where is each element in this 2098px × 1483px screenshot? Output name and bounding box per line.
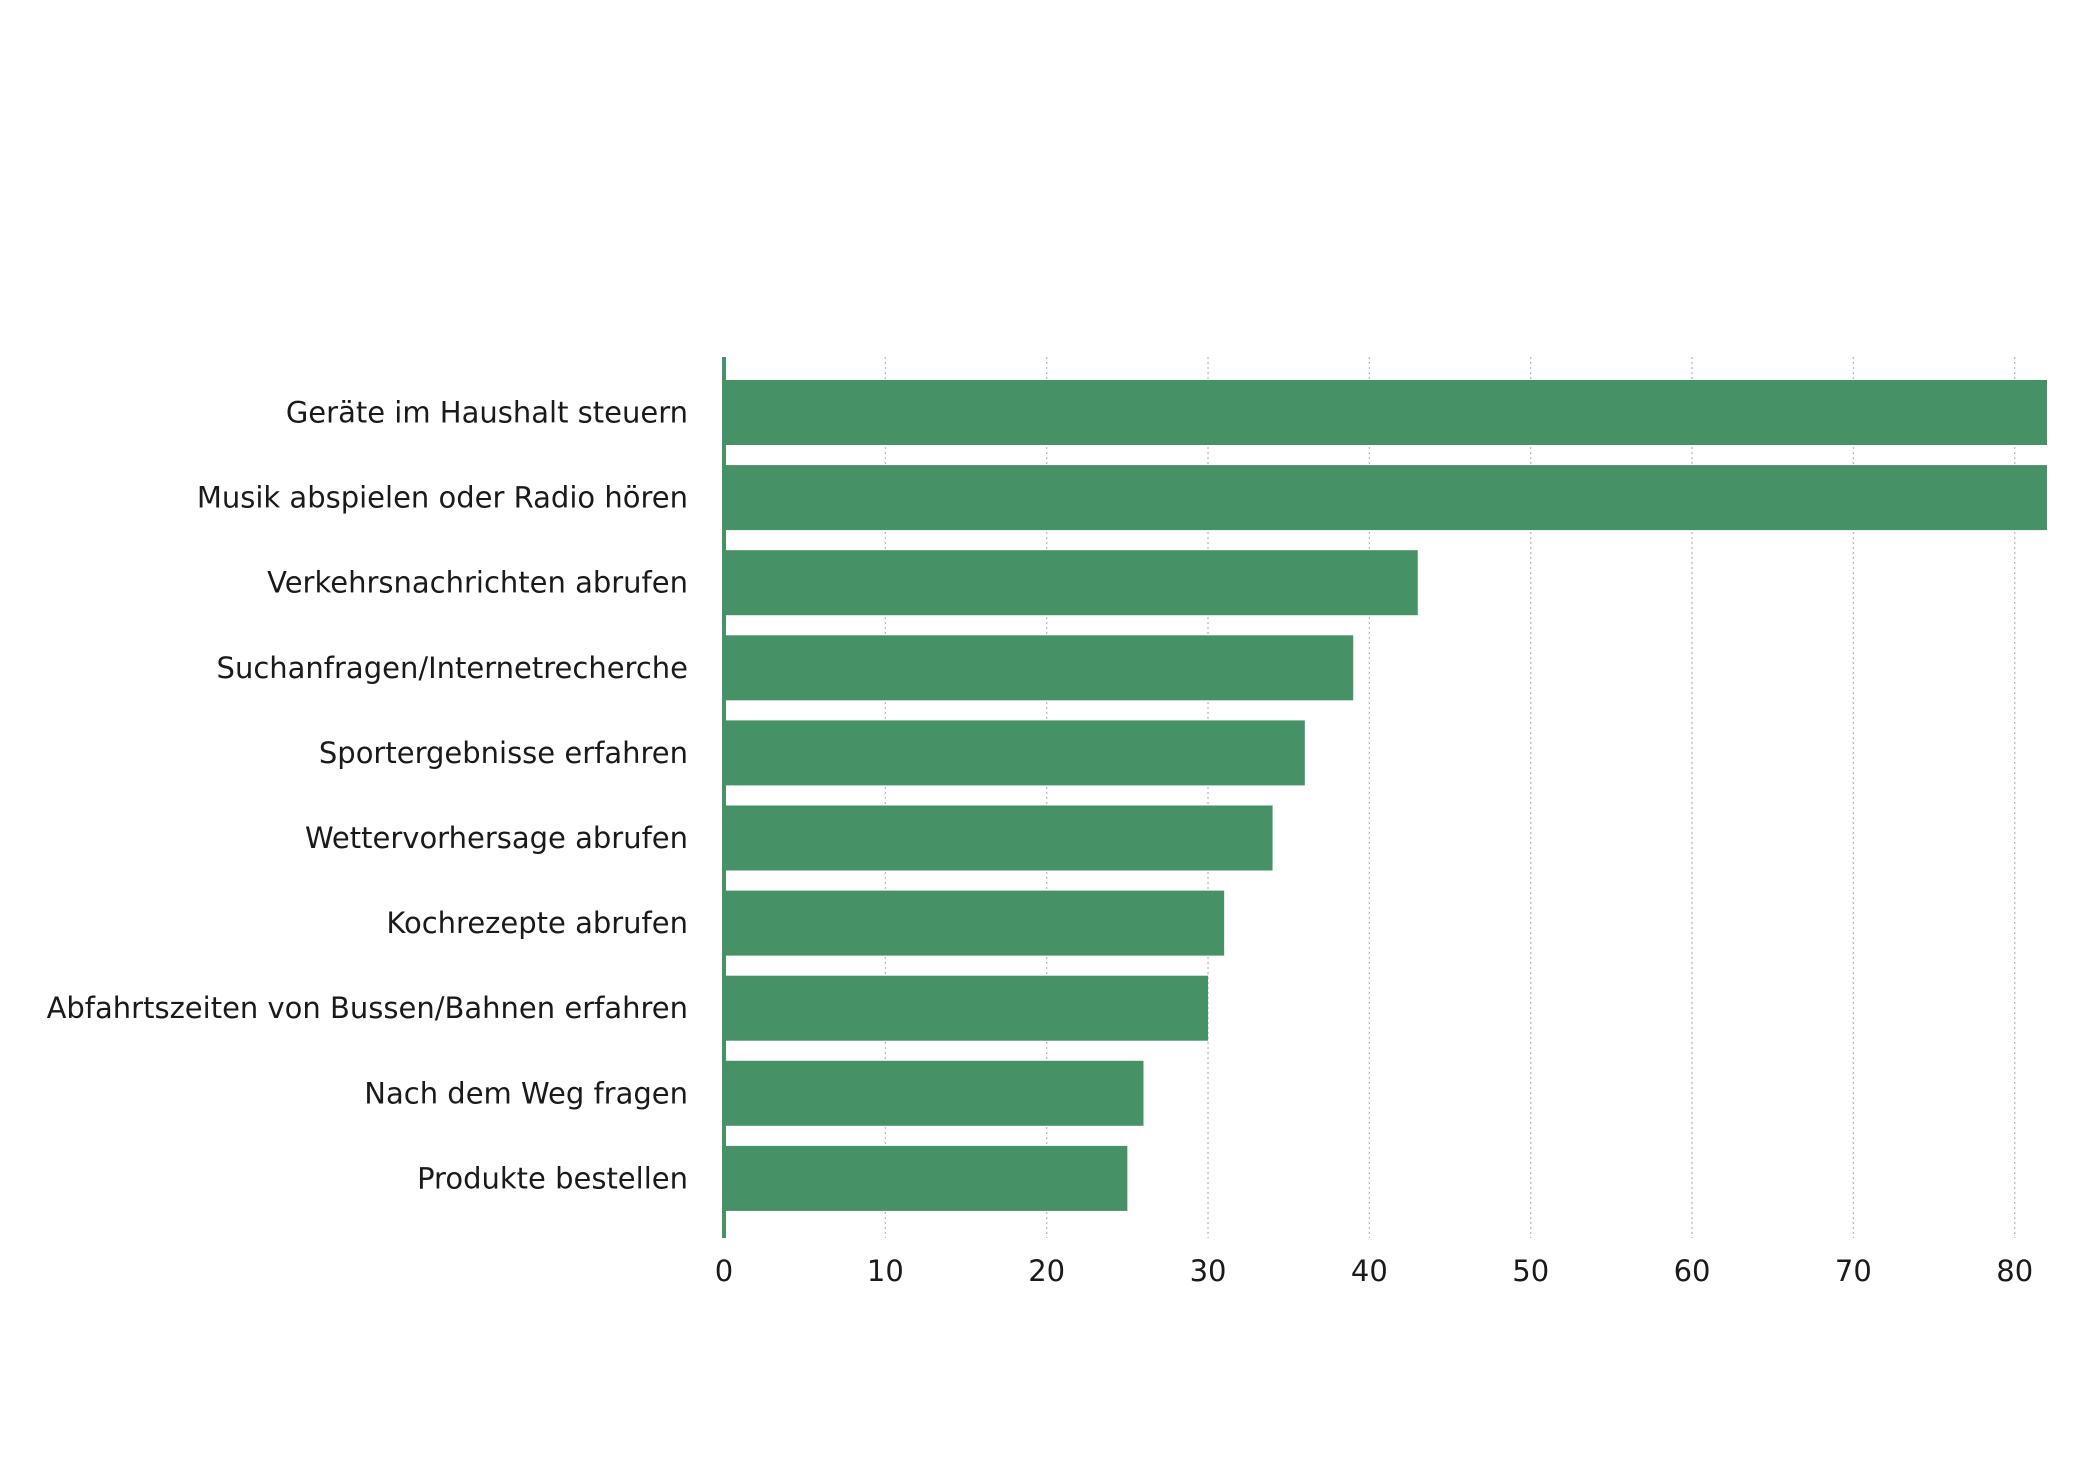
x-tick-label: 10 [867, 1254, 904, 1288]
y-tick-label: Nach dem Weg fragen [364, 1076, 688, 1110]
x-tick-label: 0 [715, 1254, 733, 1288]
y-tick-label: Produkte bestellen [417, 1161, 688, 1195]
y-tick-label: Geräte im Haushalt steuern [286, 396, 688, 430]
y-tick-label: Suchanfragen/Internetrecherche [217, 651, 688, 685]
bar [724, 1145, 1128, 1211]
x-tick-label: 30 [1190, 1254, 1227, 1288]
x-tick-label: 50 [1512, 1254, 1549, 1288]
bar [724, 465, 2047, 531]
bar [724, 550, 1418, 616]
x-tick-label: 70 [1835, 1254, 1872, 1288]
x-tick-label: 80 [1996, 1254, 2033, 1288]
y-tick-label: Sportergebnisse erfahren [319, 736, 688, 770]
bar [724, 890, 1225, 956]
y-tick-label: Kochrezepte abrufen [386, 906, 688, 940]
y-tick-label: Wettervorhersage abrufen [305, 821, 688, 855]
x-tick-label: 60 [1674, 1254, 1711, 1288]
bar [724, 805, 1273, 871]
y-tick-label: Verkehrsnachrichten abrufen [267, 566, 688, 600]
y-tick-label: Musik abspielen oder Radio hören [197, 481, 688, 515]
bar [724, 635, 1354, 701]
x-tick-label: 20 [1028, 1254, 1065, 1288]
bar [724, 1060, 1144, 1126]
bar [724, 380, 2047, 445]
bar [724, 720, 1305, 786]
x-tick-label: 40 [1351, 1254, 1388, 1288]
y-tick-label: Abfahrtszeiten von Bussen/Bahnen erfahre… [47, 991, 688, 1025]
bar [724, 975, 1209, 1041]
